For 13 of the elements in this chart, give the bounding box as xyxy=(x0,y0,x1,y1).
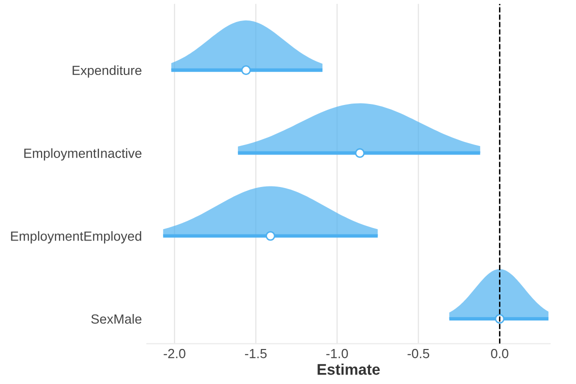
y-tick-label: EmploymentInactive xyxy=(24,148,142,161)
point xyxy=(266,231,276,241)
x-tick-label: -1.5 xyxy=(245,349,267,358)
y-tick-label: Expenditure xyxy=(72,65,142,78)
y-tick-label: EmploymentEmployed xyxy=(11,231,142,244)
x-tick-label: 0.0 xyxy=(491,348,508,358)
x-tick-label: -0.5 xyxy=(408,348,430,358)
point xyxy=(355,148,365,158)
point xyxy=(241,65,251,76)
y-tick-label: SexMale xyxy=(91,314,142,324)
x-axis-title: Estimate xyxy=(318,364,380,375)
x-tick-label: -1.0 xyxy=(326,348,348,358)
x-tick-label: -2.0 xyxy=(164,348,186,358)
